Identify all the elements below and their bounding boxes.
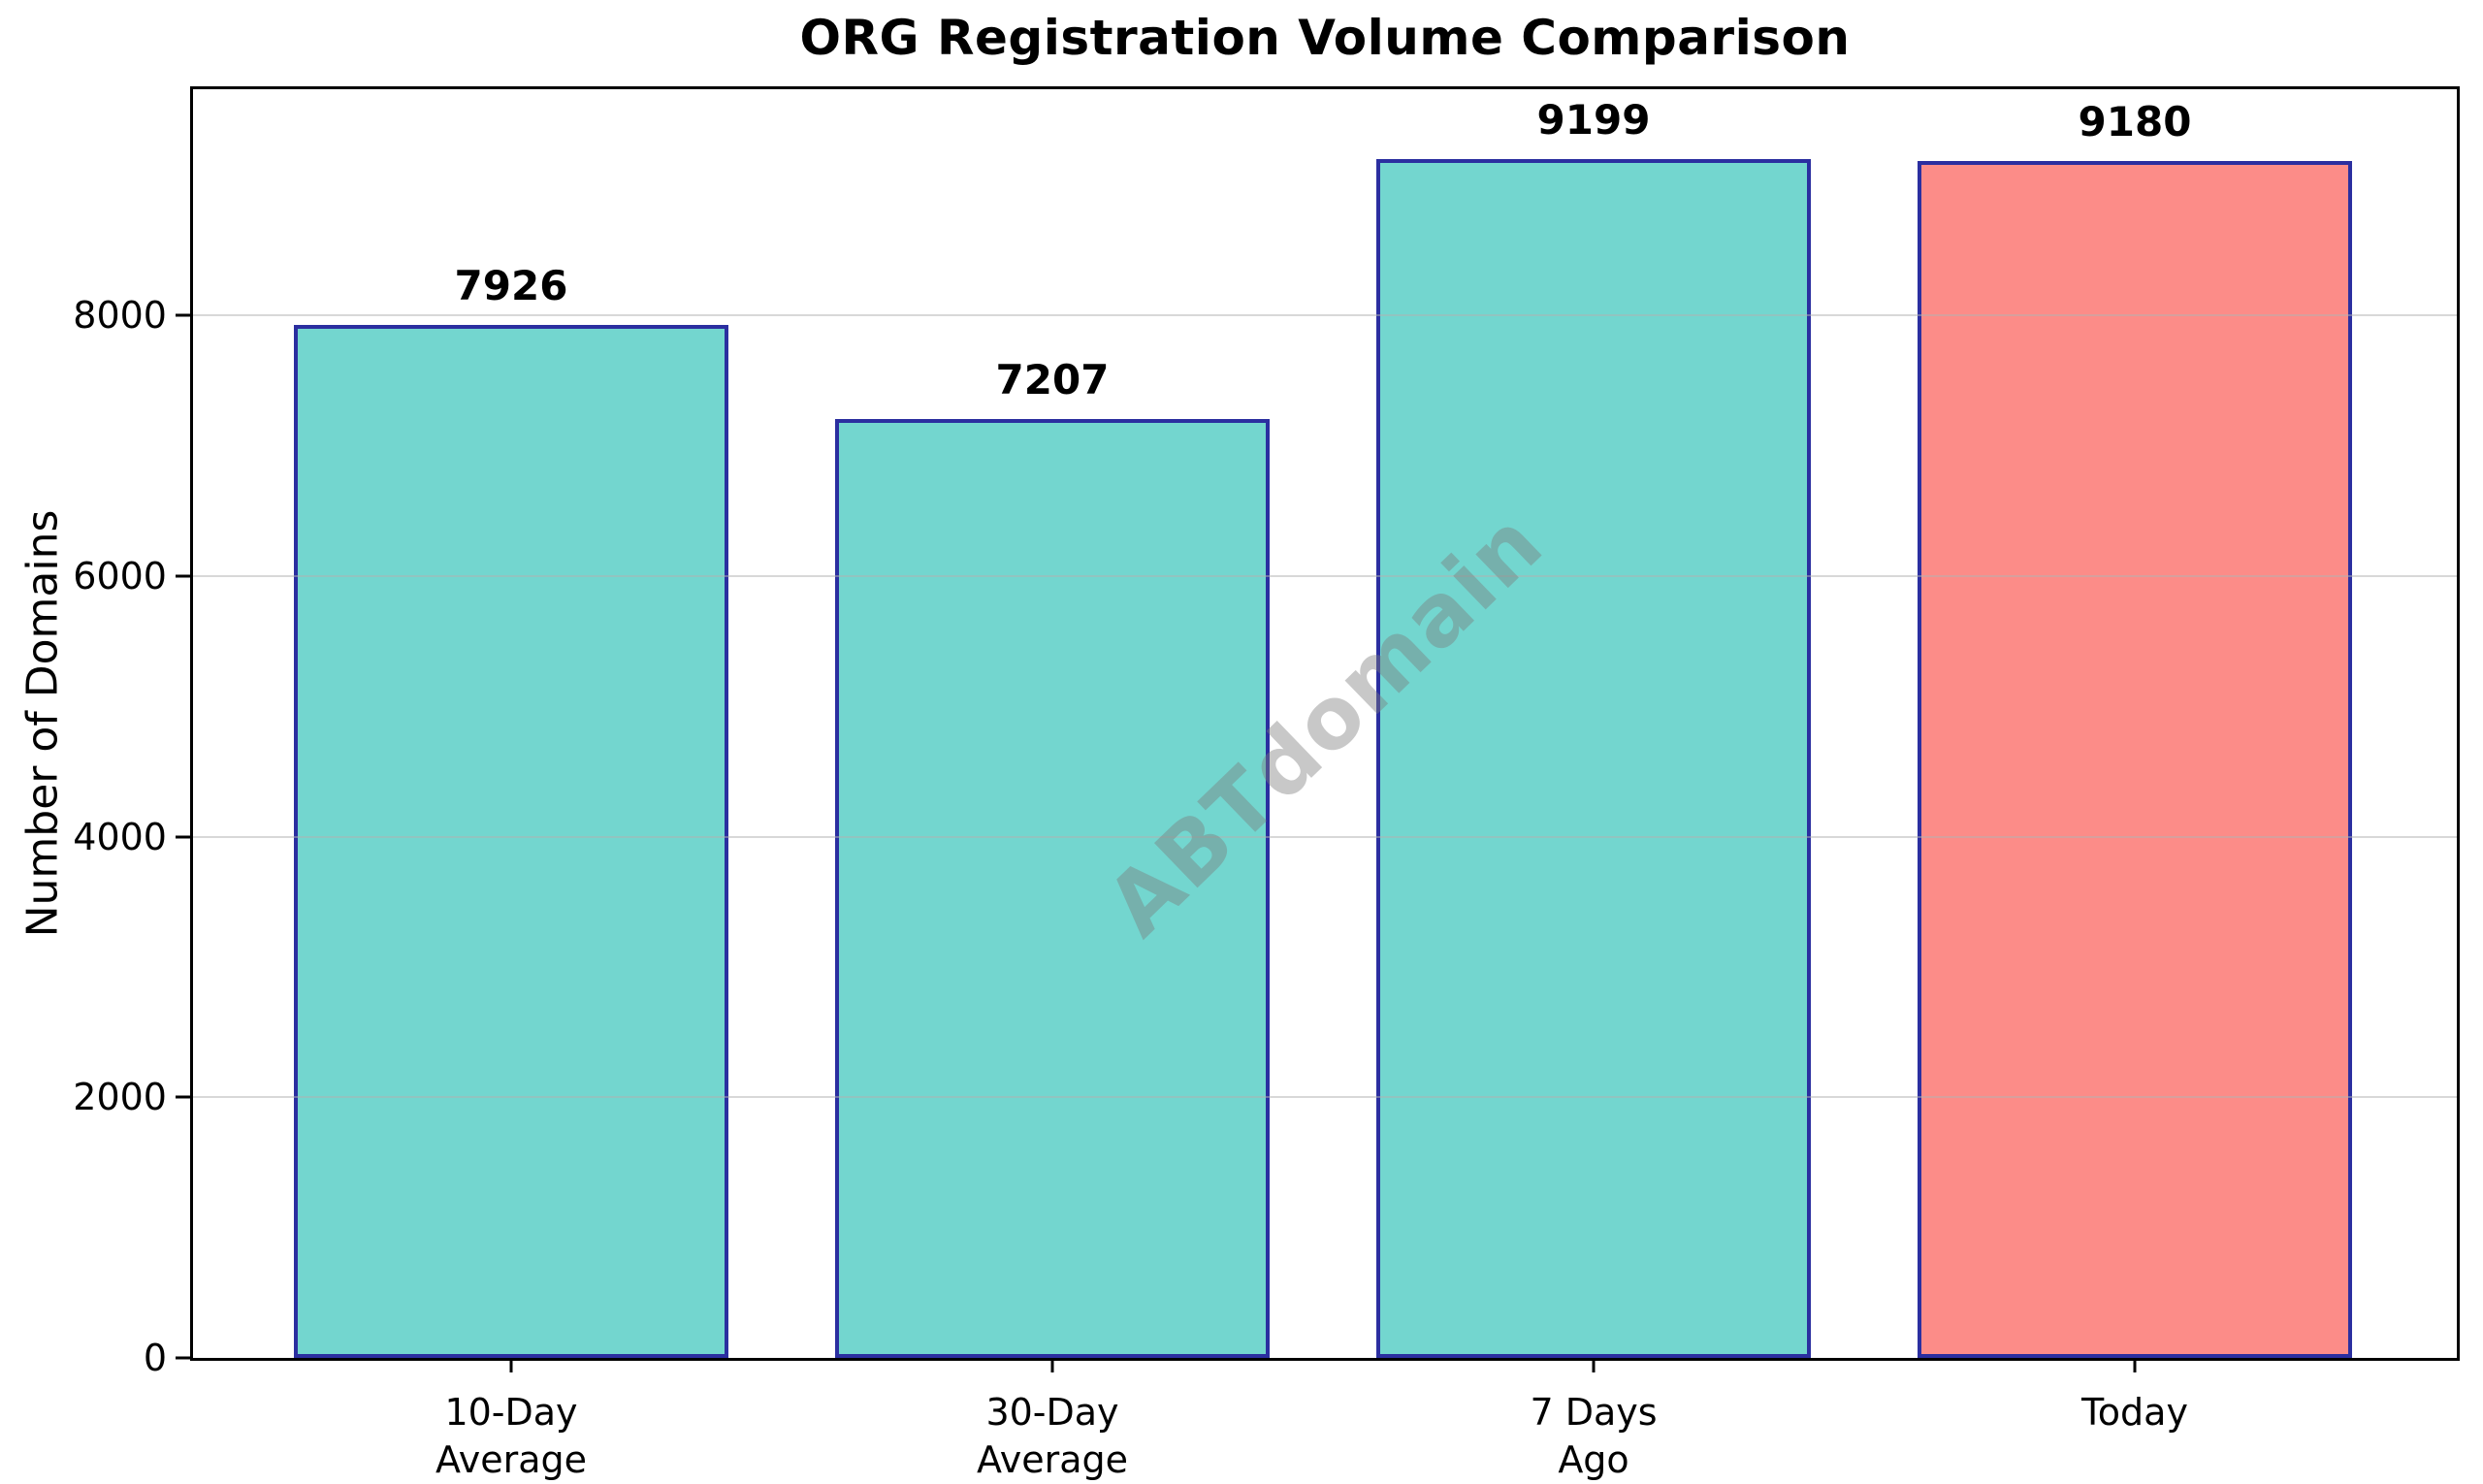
bar <box>1918 161 2352 1358</box>
x-tick-label: 7 Days Ago <box>1530 1391 1658 1481</box>
y-tick-label: 4000 <box>73 815 167 858</box>
gridline <box>193 574 2457 577</box>
chart-title: ORG Registration Volume Comparison <box>799 10 1851 66</box>
bar-value-label: 9180 <box>2078 98 2192 146</box>
y-tick-mark <box>176 313 190 317</box>
bar <box>1376 158 1811 1358</box>
y-tick-mark <box>176 835 190 838</box>
gridline <box>193 314 2457 317</box>
x-tick-label: Today <box>2081 1391 2188 1434</box>
bar <box>294 324 728 1358</box>
x-tick-mark <box>1592 1358 1596 1372</box>
plot-area: ABTdomain 7926 7207 9199 9180 <box>190 86 2460 1361</box>
y-tick-mark <box>176 574 190 578</box>
y-tick-label: 6000 <box>73 554 167 597</box>
bar-value-label: 9199 <box>1536 95 1651 144</box>
gridline <box>193 1096 2457 1099</box>
x-tick-label: 10-Day Average <box>435 1391 588 1481</box>
gridline <box>193 835 2457 838</box>
y-tick-label: 2000 <box>73 1076 167 1119</box>
x-tick-mark <box>509 1358 513 1372</box>
y-tick-mark <box>176 1356 190 1360</box>
x-tick-mark <box>1050 1358 1054 1372</box>
x-tick-mark <box>2133 1358 2137 1372</box>
bar-value-label: 7926 <box>454 261 568 309</box>
x-tick-label: 30-Day Average <box>976 1391 1129 1481</box>
y-tick-mark <box>176 1095 190 1099</box>
y-tick-label: 0 <box>143 1337 167 1379</box>
y-tick-label: 8000 <box>73 294 167 337</box>
bar-value-label: 7207 <box>995 355 1110 403</box>
